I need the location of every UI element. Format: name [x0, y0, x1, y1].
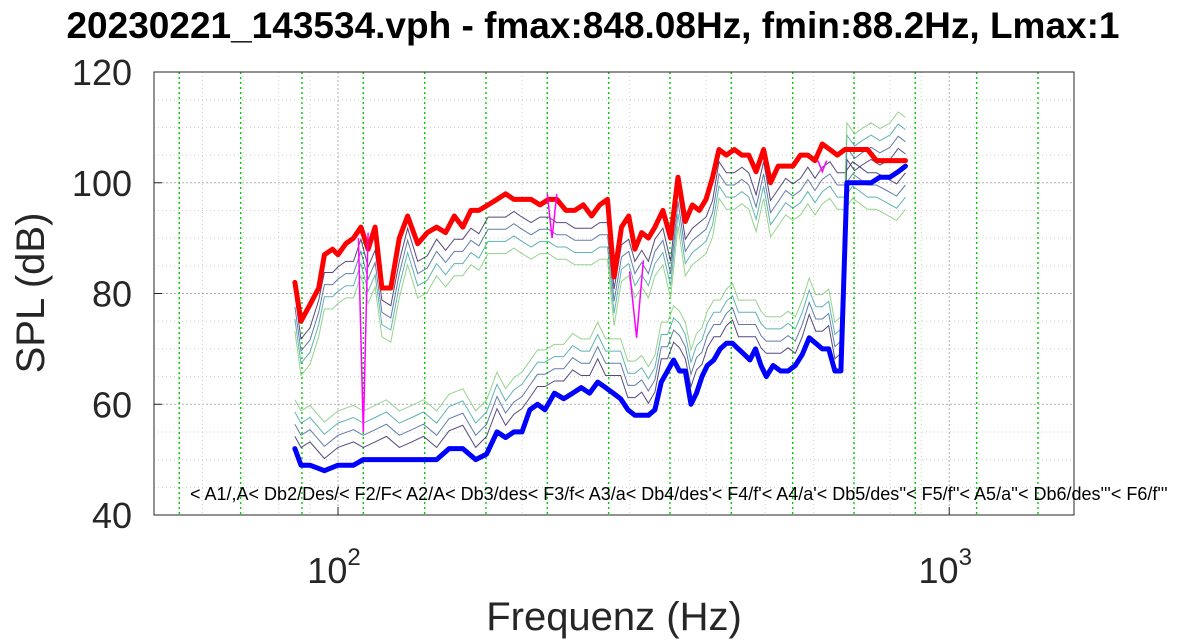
contour-line-lower: [294, 111, 906, 423]
y-tick-labels: 40 60 80 100 120: [72, 52, 162, 536]
x-axis-label: Frequenz (Hz): [486, 595, 742, 639]
y-axis-label: SPL (dB): [9, 213, 53, 374]
magenta-trace: [546, 193, 558, 239]
contour-line-upper: [294, 172, 906, 353]
note-name-labels: < A1/,A< Db2/Des/< F2/F< A2/A< Db3/des< …: [190, 484, 1168, 504]
x-tick-label: 103: [919, 544, 972, 591]
chart-title: 20230221_143534.vph - fmax:848.08Hz, fmi…: [66, 5, 1119, 46]
contour-line-upper: [294, 196, 906, 377]
x-tick-label: 102: [307, 544, 360, 591]
x-tick-labels: 102 103: [307, 507, 972, 591]
x-tick-exponent: 2: [347, 544, 360, 571]
magenta-trace: [817, 160, 828, 174]
min-spl-trace: [292, 163, 908, 474]
x-tick-exponent: 3: [959, 544, 972, 571]
y-tick-label: 80: [92, 274, 132, 315]
contour-line-upper: [294, 160, 906, 341]
series-layer: [292, 141, 908, 474]
y-tick-label: 120: [72, 52, 132, 93]
contour-line-lower: [294, 147, 906, 460]
y-tick-label: 100: [72, 163, 132, 204]
y-tick-label: 40: [92, 495, 132, 536]
contour-layer: [294, 111, 906, 460]
contour-line-upper: [294, 184, 906, 365]
max-spl-trace: [292, 141, 908, 324]
contour-line-lower: [294, 123, 906, 435]
magenta-trace: [357, 232, 369, 432]
contour-line-lower: [294, 135, 906, 447]
y-tick-label: 60: [92, 384, 132, 425]
magenta-trace: [628, 260, 645, 338]
